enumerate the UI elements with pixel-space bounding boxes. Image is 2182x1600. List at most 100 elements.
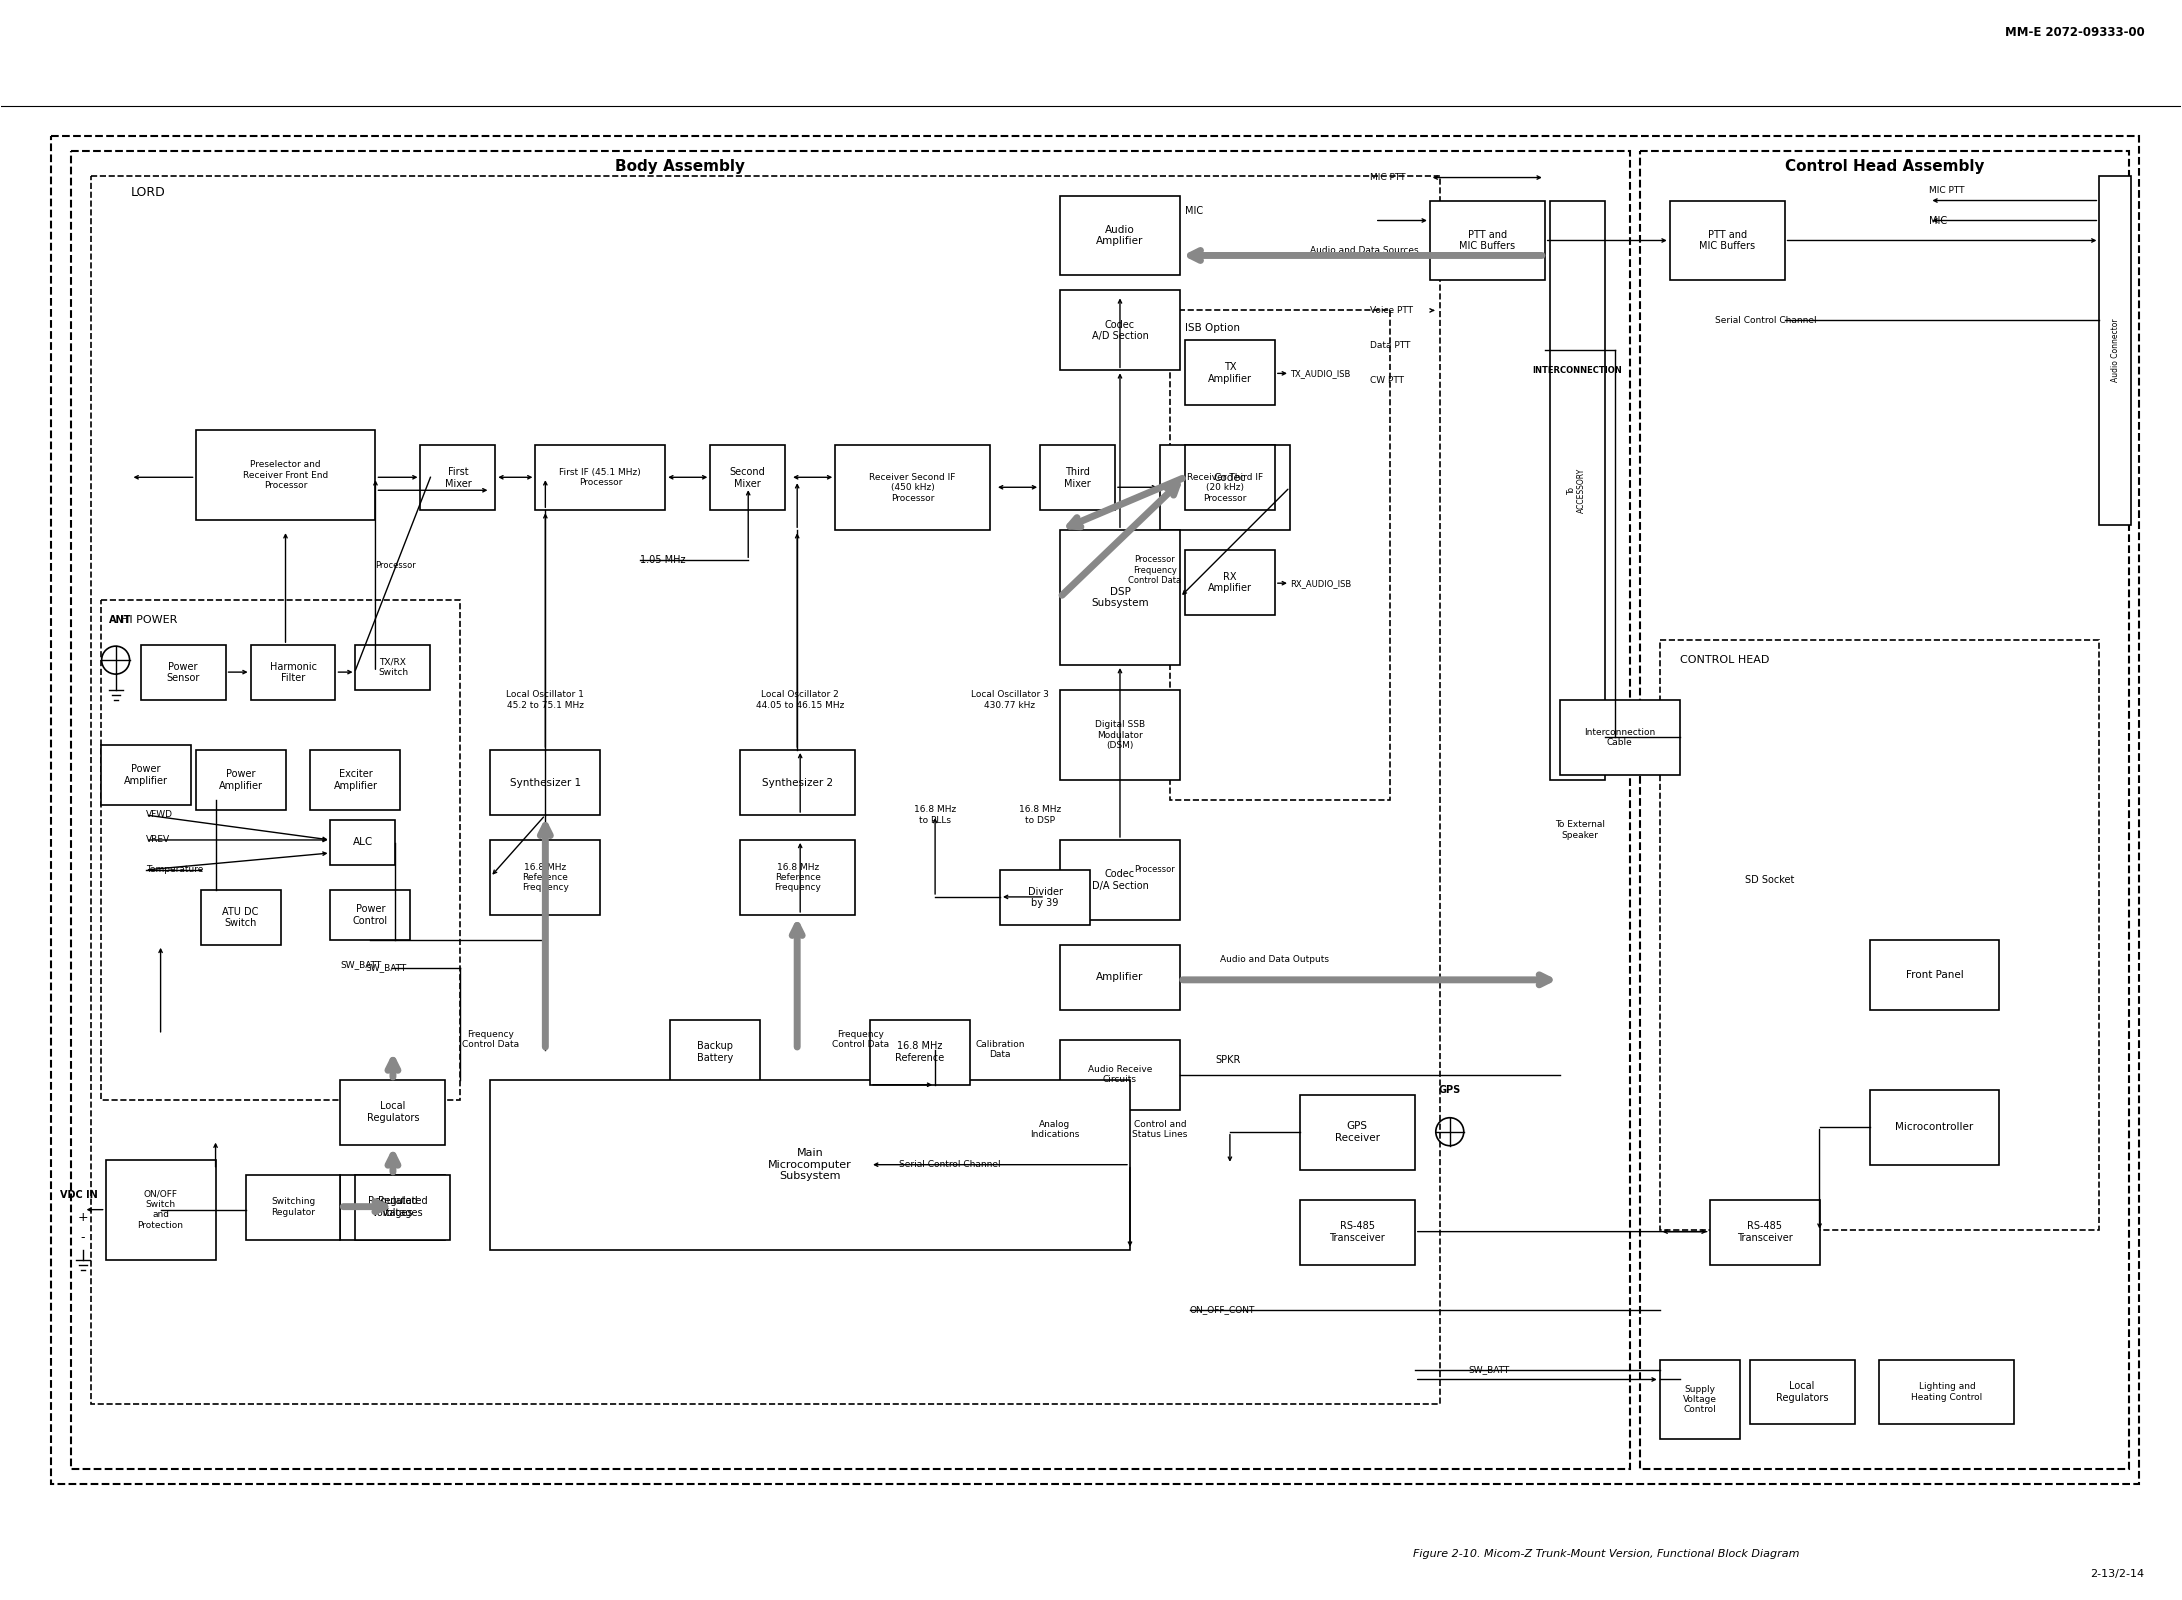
Bar xyxy=(100,600,460,1099)
Text: Serial Control Channel: Serial Control Channel xyxy=(899,1160,1002,1170)
Text: GPS: GPS xyxy=(1438,1085,1462,1094)
Text: VREV: VREV xyxy=(146,835,170,845)
Bar xyxy=(356,645,430,690)
Bar xyxy=(1060,195,1180,275)
Text: Figure 2-10. Micom-Z Trunk-Mount Version, Functional Block Diagram: Figure 2-10. Micom-Z Trunk-Mount Version… xyxy=(1414,1549,1800,1560)
Text: Receiver Second IF
(450 kHz)
Processor: Receiver Second IF (450 kHz) Processor xyxy=(868,474,956,502)
Text: RX
Amplifier: RX Amplifier xyxy=(1209,571,1252,594)
Bar xyxy=(999,870,1091,925)
Bar xyxy=(1639,150,2130,1469)
Bar xyxy=(836,445,991,530)
Bar xyxy=(100,746,190,805)
Text: First IF (45.1 MHz)
Processor: First IF (45.1 MHz) Processor xyxy=(559,469,642,488)
Text: Local
Regulators: Local Regulators xyxy=(367,1101,419,1123)
Text: ON/OFF
Switch
and
Protection: ON/OFF Switch and Protection xyxy=(137,1189,183,1230)
Bar xyxy=(871,1019,971,1085)
Bar xyxy=(1549,200,1604,781)
Text: VDC IN: VDC IN xyxy=(59,1190,98,1200)
Text: Exciter
Amplifier: Exciter Amplifier xyxy=(334,770,377,790)
Text: Power
Sensor: Power Sensor xyxy=(166,662,201,683)
Bar xyxy=(1300,1094,1414,1170)
Text: Microcontroller: Microcontroller xyxy=(1896,1122,1973,1133)
Text: Backup
Battery: Backup Battery xyxy=(696,1042,733,1062)
Text: Harmonic
Filter: Harmonic Filter xyxy=(271,662,316,683)
Text: Audio and Data Sources: Audio and Data Sources xyxy=(1309,246,1418,254)
Bar xyxy=(1870,1090,1999,1165)
Text: 16.8 MHz
Reference
Frequency: 16.8 MHz Reference Frequency xyxy=(521,862,570,893)
Bar xyxy=(1041,445,1115,510)
Text: LORD: LORD xyxy=(131,186,166,198)
Text: PTT and
MIC Buffers: PTT and MIC Buffers xyxy=(1700,230,1754,251)
Text: Frequency
Control Data: Frequency Control Data xyxy=(831,1030,888,1050)
Bar xyxy=(1161,445,1290,530)
Text: Local
Regulators: Local Regulators xyxy=(1776,1381,1829,1403)
Text: Frequency
Control Data: Frequency Control Data xyxy=(463,1030,519,1050)
Text: RS-485
Transceiver: RS-485 Transceiver xyxy=(1329,1221,1386,1243)
Text: Analog
Indications: Analog Indications xyxy=(1030,1120,1080,1139)
Text: SPKR: SPKR xyxy=(1215,1054,1239,1064)
Bar xyxy=(92,176,1440,1405)
Text: Synthesizer 1: Synthesizer 1 xyxy=(511,778,580,787)
Text: ATU DC
Switch: ATU DC Switch xyxy=(223,907,260,928)
Bar xyxy=(1300,1200,1414,1264)
Text: Processor: Processor xyxy=(375,560,417,570)
Text: SW_BATT: SW_BATT xyxy=(1468,1365,1510,1374)
Text: TX/RX
Switch: TX/RX Switch xyxy=(377,658,408,677)
Text: Audio and Data Outputs: Audio and Data Outputs xyxy=(1220,955,1329,965)
Text: 16.8 MHz
Reference
Frequency: 16.8 MHz Reference Frequency xyxy=(775,862,820,893)
Text: SW_BATT: SW_BATT xyxy=(364,963,406,973)
Bar xyxy=(310,750,401,810)
Bar xyxy=(1185,445,1274,510)
Text: TX_AUDIO_ISB: TX_AUDIO_ISB xyxy=(1290,370,1351,378)
Text: MIC PTT: MIC PTT xyxy=(1370,173,1405,182)
Text: GPS
Receiver: GPS Receiver xyxy=(1335,1122,1379,1142)
Bar xyxy=(491,1080,1130,1250)
Text: VFWD: VFWD xyxy=(146,811,172,819)
Text: SW_BATT: SW_BATT xyxy=(340,960,382,970)
Text: Serial Control Channel: Serial Control Channel xyxy=(1715,315,1815,325)
Text: RX_AUDIO_ISB: RX_AUDIO_ISB xyxy=(1290,579,1351,587)
Text: MIC: MIC xyxy=(1185,205,1202,216)
Text: Local Oscillator 2
44.05 to 46.15 MHz: Local Oscillator 2 44.05 to 46.15 MHz xyxy=(755,690,844,710)
Text: 16.8 MHz
Reference: 16.8 MHz Reference xyxy=(895,1042,945,1062)
Text: Processor: Processor xyxy=(1135,866,1176,875)
Text: Local Oscillator 1
45.2 to 75.1 MHz: Local Oscillator 1 45.2 to 75.1 MHz xyxy=(506,690,585,710)
Bar xyxy=(421,445,495,510)
Bar xyxy=(1060,690,1180,781)
Bar xyxy=(196,750,286,810)
Text: Body Assembly: Body Assembly xyxy=(615,158,746,173)
Text: Second
Mixer: Second Mixer xyxy=(729,467,766,488)
Text: Regulated
Voltages: Regulated Voltages xyxy=(377,1197,428,1218)
Text: Control and
Status Lines: Control and Status Lines xyxy=(1132,1120,1187,1139)
Bar xyxy=(491,750,600,814)
Text: RS-485
Transceiver: RS-485 Transceiver xyxy=(1737,1221,1791,1243)
Bar xyxy=(670,1019,759,1085)
Text: Audio
Amplifier: Audio Amplifier xyxy=(1095,224,1143,246)
Text: HI POWER: HI POWER xyxy=(120,614,177,626)
Bar xyxy=(2099,176,2132,525)
Text: Audio Connector: Audio Connector xyxy=(2110,318,2121,382)
Text: TX
Amplifier: TX Amplifier xyxy=(1209,362,1252,384)
Text: Regulated
Voltages: Regulated Voltages xyxy=(369,1197,417,1218)
Text: ALC: ALC xyxy=(353,837,373,848)
Text: ANT: ANT xyxy=(109,614,131,626)
Bar xyxy=(1060,530,1180,666)
Text: Codec: Codec xyxy=(1213,472,1246,483)
Text: First
Mixer: First Mixer xyxy=(445,467,471,488)
Text: Third
Mixer: Third Mixer xyxy=(1065,467,1091,488)
Bar xyxy=(1060,946,1180,1010)
Text: INTERCONNECTION: INTERCONNECTION xyxy=(1532,366,1621,374)
Text: Voice PTT: Voice PTT xyxy=(1370,306,1412,315)
Bar xyxy=(196,430,375,520)
Text: 16.8 MHz
to DSP: 16.8 MHz to DSP xyxy=(1019,805,1060,824)
Text: Main
Microcomputer
Subsystem: Main Microcomputer Subsystem xyxy=(768,1149,851,1181)
Text: ISB Option: ISB Option xyxy=(1185,323,1239,333)
Text: Power
Amplifier: Power Amplifier xyxy=(218,770,262,790)
Text: ON_OFF_CONT: ON_OFF_CONT xyxy=(1189,1306,1255,1314)
Text: Data PTT: Data PTT xyxy=(1370,341,1410,350)
Text: MIC: MIC xyxy=(1929,216,1949,226)
Text: Receiver Third IF
(20 kHz)
Processor: Receiver Third IF (20 kHz) Processor xyxy=(1187,474,1263,502)
Bar xyxy=(201,890,281,946)
Bar xyxy=(1560,701,1680,774)
Bar xyxy=(70,150,1630,1469)
